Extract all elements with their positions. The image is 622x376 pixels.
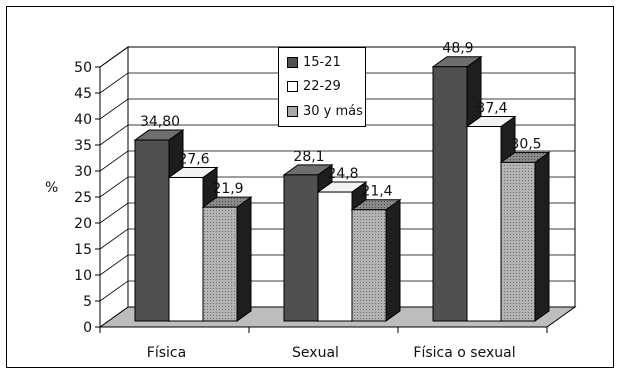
data-label-22-29-fisica: 27,6 — [178, 151, 209, 167]
bar-30-y-mas-sexual — [350, 198, 402, 322]
y-tick-label: 50 — [74, 60, 92, 76]
legend-label-30-y-mas: 30 y más — [303, 103, 363, 119]
gridline — [99, 124, 575, 146]
bar-30-y-mas-fisica-o-sexual — [499, 151, 551, 322]
gridline — [99, 176, 575, 198]
legend-swatch-15-21 — [287, 56, 298, 68]
y-axis-label: % — [45, 180, 58, 196]
bar-side-face — [236, 196, 252, 322]
gridlines — [99, 46, 575, 302]
data-labels: 34,80 27,621,9 28,124,821,4 48,9 37,4 30,5 — [140, 41, 542, 200]
bar-front-face — [134, 139, 170, 322]
gridline — [99, 254, 575, 276]
legend-item-15-21: 15-21 — [287, 54, 341, 70]
y-tick-label: 0 — [83, 320, 92, 336]
legend: 15-21 22-29 30 y más — [278, 47, 366, 127]
data-label-15-21-fisica-o-sexual: 48,9 — [442, 41, 473, 57]
data-label-22-29-sexual: 24,8 — [327, 166, 358, 182]
legend-label-22-29: 22-29 — [303, 78, 341, 94]
bar-front-face — [168, 176, 204, 322]
gridline — [99, 150, 575, 172]
gridline — [99, 280, 575, 302]
x-tick-label-fisica-o-sexual: Física o sexual — [413, 345, 515, 361]
gridline — [99, 72, 575, 94]
y-axis: 0 5 10 15 20 25 30 35 40 45 50 — [74, 60, 101, 336]
legend-label-15-21: 15-21 — [303, 54, 341, 70]
bar-front-face — [317, 191, 353, 322]
y-tick-label: 5 — [83, 294, 92, 310]
data-label-30-y-mas-fisica: 21,9 — [212, 181, 243, 197]
bar-front-face — [202, 206, 238, 322]
y-tick-label: 35 — [74, 138, 92, 154]
y-tick-label: 25 — [74, 190, 92, 206]
y-tick-label: 45 — [74, 86, 92, 102]
bars — [133, 55, 551, 322]
y-tick-label: 30 — [74, 164, 92, 180]
data-label-15-21-fisica: 34,80 — [140, 114, 180, 130]
y-tick-label: 10 — [74, 268, 92, 284]
legend-item-30-y-mas: 30 y más — [287, 103, 363, 119]
bar-front-face — [432, 66, 468, 322]
bar-side-face — [385, 198, 401, 322]
y-tick-label: 20 — [74, 216, 92, 232]
x-axis: Física Sexual Física o sexual — [99, 326, 548, 361]
legend-swatch-30-y-mas — [287, 105, 298, 117]
gridline — [99, 228, 575, 250]
bar-side-face — [534, 151, 550, 322]
bar-front-face — [351, 209, 387, 322]
y-tick-label: 40 — [74, 112, 92, 128]
data-label-30-y-mas-sexual: 21,4 — [361, 184, 392, 200]
bar-front-face — [466, 126, 502, 322]
data-label-22-29-fisica-o-sexual: 37,4 — [476, 101, 507, 117]
y-tick-label: 15 — [74, 242, 92, 258]
data-label-15-21-sexual: 28,1 — [293, 149, 324, 165]
x-tick-label-sexual: Sexual — [292, 345, 339, 361]
bar-front-face — [500, 161, 536, 322]
legend-swatch-22-29 — [287, 80, 298, 92]
legend-item-22-29: 22-29 — [287, 78, 341, 94]
gridline — [99, 202, 575, 224]
bar-front-face — [283, 174, 319, 322]
gridline — [99, 98, 575, 120]
data-label-30-y-mas-fisica-o-sexual: 30,5 — [510, 136, 541, 152]
gridline — [99, 46, 575, 68]
chart-frame — [6, 6, 614, 368]
x-tick-label-fisica: Física — [147, 345, 186, 361]
bar-30-y-mas-fisica — [201, 196, 253, 322]
